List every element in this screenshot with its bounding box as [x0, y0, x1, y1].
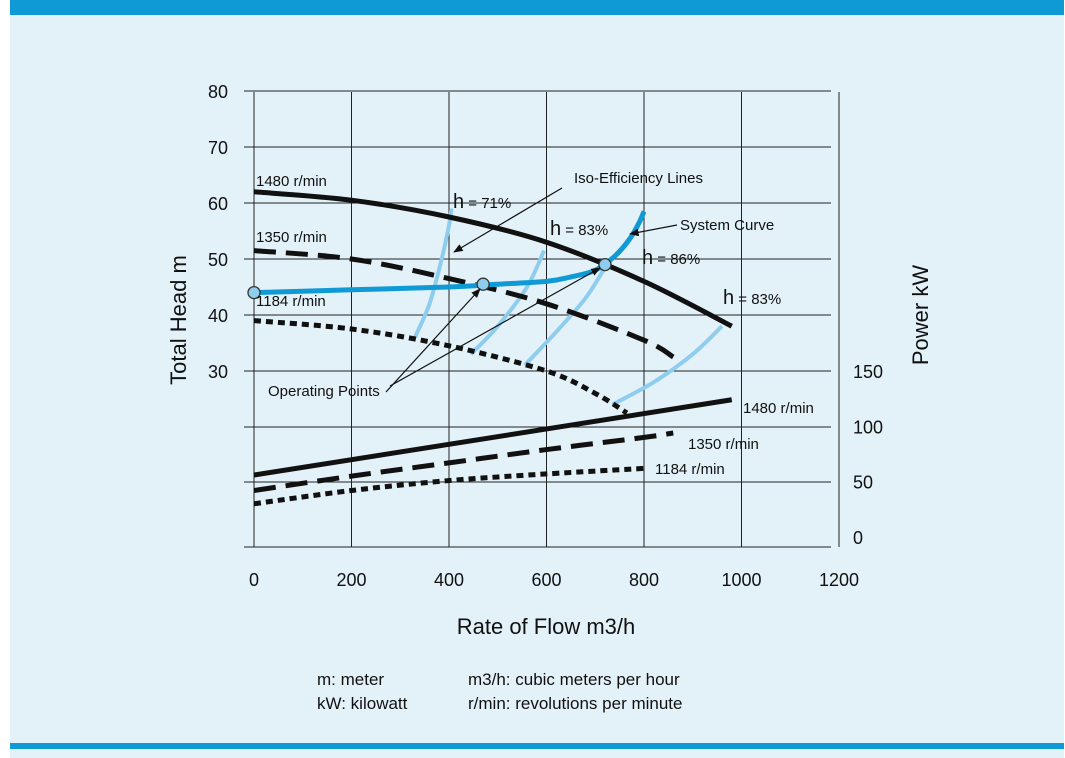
x-tick-label: 800	[629, 570, 659, 590]
x-tick-label: 200	[336, 570, 366, 590]
iso-efficiency-arrow	[453, 187, 563, 253]
x-tick-label: 600	[531, 570, 561, 590]
head-tick-label: 50	[208, 250, 228, 270]
curve-labels: 1480 r/min 1350 r/min 1184 r/min 1480 r/min…	[256, 173, 814, 478]
speed-label-1350-head: 1350 r/min	[256, 229, 327, 246]
pump-curve-chart: 0 200 400 600 800 1000 12003040506070800501001…	[166, 82, 933, 639]
x-tick-label: 400	[434, 570, 464, 590]
system-curve-arrow	[629, 224, 678, 237]
head-tick-label: 30	[208, 362, 228, 382]
iso-efficiency-annotation: Iso-Efficiency Lines	[574, 170, 703, 187]
speed-label-1480-power: 1480 r/min	[743, 400, 814, 417]
head-curve	[253, 318, 629, 416]
y-axis-label-left: Total Head m	[166, 255, 191, 385]
tick-labels: 0 200 400 600 800 1000 12003040506070800501001…	[208, 82, 883, 590]
power-tick-label: 0	[853, 528, 863, 548]
y-axis-label-right: Power kW	[908, 265, 933, 365]
speed-label-1184-head: 1184 r/min	[256, 293, 326, 310]
legend-meter: m: meter	[317, 670, 385, 689]
operating-point	[476, 277, 490, 291]
operating-point-arrow-b	[389, 267, 601, 387]
head-tick-label: 80	[208, 82, 228, 102]
operating-point	[598, 257, 612, 272]
iso-efficiency-line	[611, 324, 724, 407]
power-tick-label: 150	[853, 362, 883, 382]
curves	[247, 189, 733, 507]
power-tick-label: 50	[853, 473, 873, 493]
operating-point-arrow-a	[385, 288, 481, 393]
power-curve	[253, 465, 645, 507]
efficiency-label-83-b: h = 83%	[723, 287, 781, 309]
efficiency-label-86: h = 86%	[642, 247, 700, 269]
power-curve	[253, 397, 733, 478]
top-rule	[10, 0, 1064, 15]
legend-revolutions: r/min: revolutions per minute	[468, 694, 683, 713]
system-curve-annotation: System Curve	[680, 217, 774, 234]
head-curve	[253, 248, 675, 360]
annotations: Iso-Efficiency Lines System Curve Operatin…	[268, 170, 774, 400]
efficiency-label-83-a: h = 83%	[550, 218, 608, 240]
x-tick-label: 1000	[721, 570, 761, 590]
efficiency-label-71: h = 71%	[453, 191, 511, 213]
figure-panel: 0 200 400 600 800 1000 1200 30 40 50 60 70 80 0 50 100 1…	[10, 0, 1064, 758]
head-curve	[253, 189, 733, 329]
legend-kilowatt: kW: kilowatt	[317, 694, 408, 713]
power-tick-label: 100	[853, 417, 883, 437]
x-axis-label: Rate of Flow m3/h	[457, 614, 636, 639]
legend-cubic-meters: m3/h: cubic meters per hour	[468, 670, 680, 689]
speed-label-1350-power: 1350 r/min	[688, 436, 759, 453]
head-tick-label: 40	[208, 306, 228, 326]
speed-label-1184-power: 1184 r/min	[655, 461, 725, 478]
operating-points-annotation: Operating Points	[268, 383, 380, 400]
operating-point	[247, 285, 261, 300]
head-tick-label: 70	[208, 138, 228, 158]
x-tick-label: 1200	[819, 570, 859, 590]
grid	[244, 90, 840, 548]
speed-label-1480-head: 1480 r/min	[256, 173, 327, 190]
head-tick-label: 60	[208, 194, 228, 214]
power-curve	[253, 430, 674, 493]
x-tick-label: 0	[249, 570, 259, 590]
bottom-rule	[10, 743, 1064, 749]
iso-efficiency-line	[469, 249, 546, 356]
